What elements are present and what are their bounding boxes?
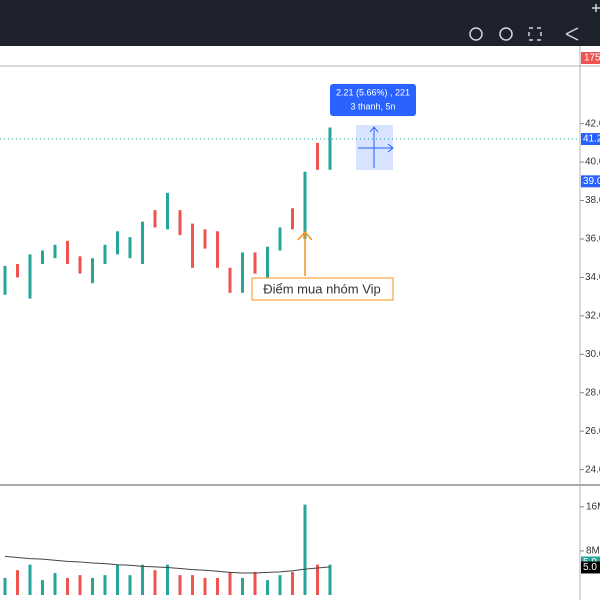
icon-fullscreen[interactable] [528, 27, 542, 41]
price-bar [291, 208, 294, 230]
price-bar [191, 223, 194, 268]
tooltip-box [330, 84, 416, 116]
volume-bar [278, 575, 282, 595]
volume-bar [141, 564, 144, 595]
price-bar [78, 256, 82, 274]
icon-indicator[interactable] [469, 27, 483, 41]
price-bar [3, 265, 7, 295]
price-bar [116, 231, 119, 255]
y2-tick-label: 8M [586, 546, 600, 557]
volume-bar [216, 577, 219, 595]
price-bar [28, 254, 32, 299]
volume-bar [241, 577, 244, 595]
volume-bar [53, 572, 57, 595]
price-tag: 39.0 [583, 176, 600, 187]
price-tag-box [581, 175, 600, 188]
volume-bar [328, 564, 332, 595]
volume-tag-box [581, 561, 600, 574]
price-bar [316, 142, 319, 170]
top-tag-box [581, 52, 600, 64]
volume-bar [66, 577, 69, 595]
volume-bar [178, 575, 182, 595]
volume-bar [3, 577, 7, 595]
volume-bar [28, 564, 32, 595]
volume-bar [316, 564, 319, 595]
price-bar [53, 244, 57, 259]
tooltip-line: 2.21 (5.66%) , 221 [336, 87, 410, 97]
icon-settings[interactable] [499, 27, 513, 41]
volume-bar [191, 575, 194, 595]
volume-bar [91, 577, 94, 595]
toolbar-icons [469, 4, 600, 41]
icon-plus[interactable] [592, 4, 600, 12]
y-tick-label: 32.0 [585, 311, 600, 322]
price-bar [103, 244, 107, 264]
price-bar [203, 229, 207, 249]
volume-bar [16, 570, 19, 595]
volume-bar [253, 571, 257, 595]
price-bar [128, 237, 132, 259]
volume-bar [153, 570, 157, 595]
measure-cross [358, 126, 394, 168]
y-tick-label: 38.0 [585, 195, 600, 206]
price-bar [66, 240, 69, 264]
volume-bar [203, 577, 207, 595]
price-tag-box [581, 133, 600, 146]
price-bar [216, 231, 219, 268]
volume-bar [78, 575, 82, 595]
volume-tag: 5.0 [583, 562, 597, 573]
y-tick-label: 34.0 [585, 272, 600, 283]
y-tick-label: 26.0 [585, 426, 600, 437]
price-bar [153, 210, 157, 228]
price-bar [253, 252, 257, 274]
price-bar [141, 221, 144, 264]
top-tag: 175 [584, 53, 600, 64]
price-bar [91, 258, 94, 284]
price-bar [166, 192, 169, 230]
volume-bar [41, 580, 44, 595]
tooltip-line: 3 thanh, 5n [350, 101, 395, 111]
y2-tick-label: 16M [586, 501, 600, 512]
price-tag: 41.2 [583, 134, 600, 145]
y-tick-label: 40.0 [585, 157, 600, 168]
price-bar [228, 267, 232, 293]
price-bar [303, 171, 307, 239]
annotation-box [251, 277, 394, 301]
volume-bar [291, 571, 294, 595]
price-bar [241, 252, 244, 293]
y-tick-label: 24.0 [585, 464, 600, 475]
volume-bar [228, 571, 232, 595]
toolbar [0, 0, 600, 46]
y-tick-label: 36.0 [585, 234, 600, 245]
volume-bar [103, 575, 107, 595]
y-tick-label: 30.0 [585, 349, 600, 360]
price-bar [16, 263, 19, 278]
volume-bar [166, 564, 169, 595]
volume-bar [128, 575, 132, 595]
volume-bar [303, 504, 307, 595]
price-bar [178, 210, 182, 236]
annotation-arrow [297, 230, 313, 276]
price-bar [278, 227, 282, 251]
volume-ma [4, 555, 331, 574]
annotation: Điểm mua nhóm Vip [263, 281, 381, 296]
volume-bar [116, 564, 119, 595]
y-tick-label: 28.0 [585, 387, 600, 398]
price-bar [41, 250, 44, 264]
price-bar [328, 127, 332, 170]
icon-share[interactable] [565, 27, 579, 41]
volume-bar [266, 580, 269, 595]
y-tick-label: 42.0 [585, 118, 600, 129]
price-bar [266, 246, 269, 278]
